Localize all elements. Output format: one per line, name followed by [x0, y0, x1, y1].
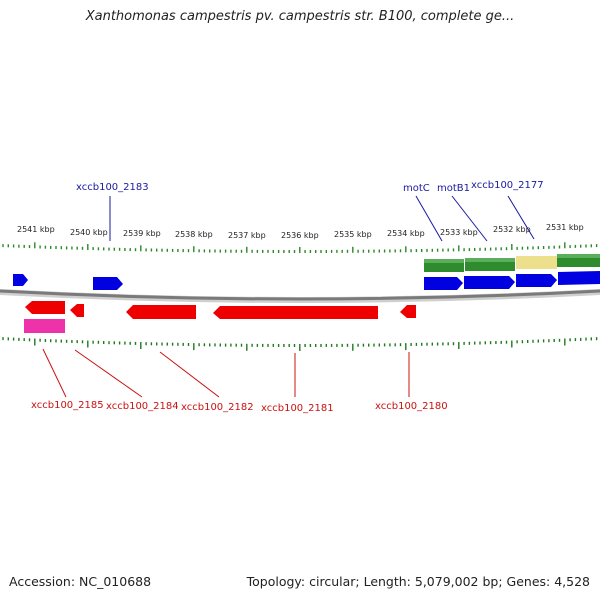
scale-label-2532: 2532 kbp	[493, 225, 531, 234]
gene-label-motc[interactable]: motC	[403, 183, 430, 194]
leader-line-motb1	[451, 195, 488, 242]
forward-gene-arrow-xccb100-2177[interactable]	[558, 271, 600, 285]
gene-label-xccb100-2180[interactable]: xccb100_2180	[375, 401, 448, 412]
reverse-gene-arrow-xccb100-2181[interactable]	[213, 306, 378, 319]
forward-gene-track	[13, 271, 600, 290]
forward-gene-arrow-motc[interactable]	[424, 277, 463, 290]
yellow-feature[interactable]	[516, 256, 557, 269]
forward-gene-arrow-motb1[interactable]	[464, 276, 515, 289]
gene-label-xccb100-2182[interactable]: xccb100_2182	[181, 402, 254, 413]
scale-label-2539: 2539 kbp	[123, 229, 161, 238]
scale-label-2541: 2541 kbp	[17, 225, 55, 234]
gene-label-xccb100-2185[interactable]: xccb100_2185	[31, 400, 104, 411]
forward-gene-arrow[interactable]	[516, 274, 557, 287]
feature-track-top	[424, 254, 600, 272]
gene-label-xccb100-2181[interactable]: xccb100_2181	[261, 403, 334, 414]
accession-label: Accession: NC_010688	[9, 574, 152, 589]
genome-summary-label: Topology: circular; Length: 5,079,002 bp…	[246, 574, 590, 589]
scale-label-2534: 2534 kbp	[387, 229, 425, 238]
green-feature-highlight	[424, 259, 464, 263]
pink-feature[interactable]	[24, 319, 65, 333]
genome-backbone	[0, 289, 600, 301]
forward-gene-arrow-xccb100-2183[interactable]	[93, 277, 123, 290]
leader-line-motc	[415, 195, 443, 242]
lower-tick-track	[2, 337, 598, 351]
green-feature-highlight	[557, 254, 600, 258]
forward-gene-arrow[interactable]	[13, 274, 28, 286]
scale-label-2537: 2537 kbp	[228, 231, 266, 240]
reverse-gene-arrow-xccb100-2184[interactable]	[70, 304, 84, 317]
reverse-gene-arrow-xccb100-2182[interactable]	[126, 305, 196, 319]
leader-line-xccb100-2177	[507, 195, 535, 240]
reverse-gene-arrow-xccb100-2180[interactable]	[400, 305, 416, 318]
scale-label-2536: 2536 kbp	[281, 231, 319, 240]
gene-label-xccb100-2183[interactable]: xccb100_2183	[76, 182, 149, 193]
leader-line-xccb100-2184	[74, 349, 143, 398]
scale-label-2535: 2535 kbp	[334, 230, 372, 239]
green-feature-highlight	[465, 258, 515, 262]
reverse-gene-arrow-xccb100-2185[interactable]	[25, 301, 65, 314]
gene-label-xccb100-2184[interactable]: xccb100_2184	[106, 401, 179, 412]
gene-label-motb1[interactable]: motB1	[437, 183, 470, 194]
reverse-gene-track	[24, 301, 416, 333]
scale-label-2540: 2540 kbp	[70, 228, 108, 237]
map-title: Xanthomonas campestris pv. campestris st…	[85, 9, 515, 24]
upper-tick-track	[2, 242, 598, 253]
scale-label-2538: 2538 kbp	[175, 230, 213, 239]
gene-label-xccb100-2177[interactable]: xccb100_2177	[471, 180, 544, 191]
leader-line-xccb100-2185	[42, 348, 67, 398]
scale-label-2533: 2533 kbp	[440, 228, 478, 237]
leader-line-xccb100-2182	[159, 351, 220, 398]
scale-label-2531: 2531 kbp	[546, 223, 584, 232]
